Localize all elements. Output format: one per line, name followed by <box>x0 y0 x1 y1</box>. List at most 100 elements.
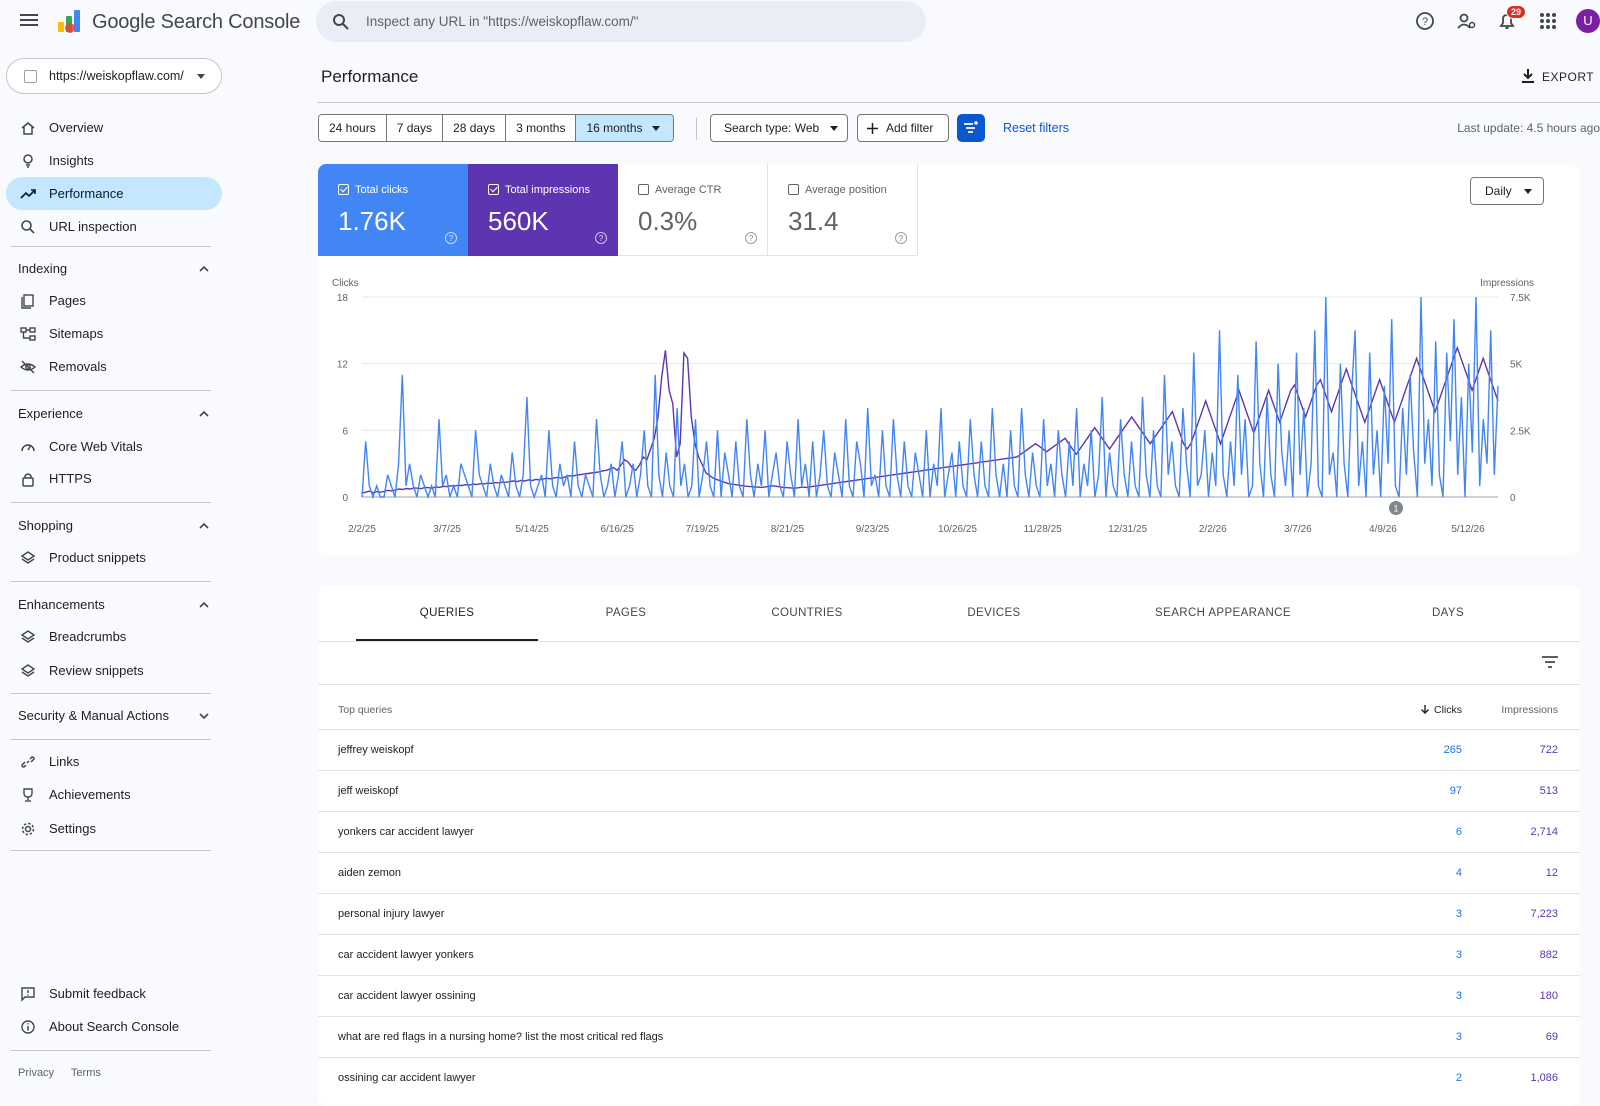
impressions-cell: 1,086 <box>1530 1072 1558 1084</box>
clicks-cell: 3 <box>1455 949 1462 961</box>
section-security-toggle[interactable]: Security & Manual Actions <box>18 707 210 729</box>
section-enhancements-toggle[interactable]: Enhancements <box>18 596 210 618</box>
sidebar-item-core-web-vitals[interactable]: Core Web Vitals <box>6 430 222 463</box>
granularity-select[interactable]: Daily <box>1470 177 1544 205</box>
sidebar-item-https[interactable]: HTTPS <box>6 462 222 495</box>
sidebar-item-about[interactable]: About Search Console <box>6 1010 222 1043</box>
property-url: https://weiskopflaw.com/ <box>49 69 184 83</box>
query-cell: personal injury lawyer <box>338 908 445 920</box>
sidebar-item-submit-feedback[interactable]: Submit feedback <box>6 977 222 1010</box>
performance-line-chart[interactable]: Clicks Impressions 0 0 6 2.5K 12 5K 18 7.5K 2/2/25… <box>318 264 1580 556</box>
range-7-days[interactable]: 7 days <box>386 115 444 141</box>
caret-down-icon <box>197 74 205 79</box>
section-label: Enhancements <box>18 597 105 612</box>
section-experience-toggle[interactable]: Experience <box>18 405 210 427</box>
sidebar-item-settings[interactable]: Settings <box>6 812 222 845</box>
checkbox-checked[interactable] <box>338 184 349 195</box>
sidebar-item-pages[interactable]: Pages <box>6 284 222 317</box>
search-input[interactable] <box>366 1 906 42</box>
url-inspection-search[interactable] <box>316 1 926 42</box>
apps-grid-icon[interactable] <box>1537 10 1559 32</box>
section-shopping-toggle[interactable]: Shopping <box>18 517 210 539</box>
table-row[interactable]: yonkers car accident lawyer 6 2,714 <box>318 811 1580 852</box>
tab-devices[interactable]: DEVICES <box>967 607 1021 619</box>
column-header-impressions[interactable]: Impressions <box>1501 704 1558 716</box>
sidebar-divider <box>11 502 211 503</box>
sidebar-item-label: Removals <box>49 359 107 374</box>
sidebar-item-url-inspection[interactable]: URL inspection <box>6 210 222 243</box>
metric-average-position[interactable]: Average position 31.4 ? <box>768 164 918 256</box>
range-24-hours[interactable]: 24 hours <box>319 115 387 141</box>
table-row[interactable]: car accident lawyer ossining 3 180 <box>318 975 1580 1016</box>
checkbox-checked[interactable] <box>488 184 499 195</box>
add-filter-button[interactable]: Add filter <box>857 114 949 142</box>
tab-countries[interactable]: COUNTRIES <box>771 607 843 619</box>
table-row[interactable]: jeffrey weiskopf 265 722 <box>318 729 1580 770</box>
tab-queries[interactable]: QUERIES <box>356 586 538 641</box>
table-row[interactable]: what are red flags in a nursing home? li… <box>318 1016 1580 1057</box>
notifications-button[interactable]: 29 <box>1496 5 1527 32</box>
chevron-down-icon <box>199 713 209 720</box>
metric-total-clicks[interactable]: Total clicks 1.76K ? <box>318 164 468 256</box>
sidebar-divider <box>11 693 211 694</box>
pages-icon <box>21 294 34 309</box>
table-row[interactable]: jeff weiskopf 97 513 <box>318 770 1580 811</box>
sidebar-item-overview[interactable]: Overview <box>6 111 222 144</box>
column-header-clicks[interactable]: Clicks <box>1382 704 1462 716</box>
checkbox-unchecked[interactable] <box>788 184 799 195</box>
sidebar-item-insights[interactable]: Insights <box>6 144 222 177</box>
sidebar-item-sitemaps[interactable]: Sitemaps <box>6 317 222 350</box>
terms-link[interactable]: Terms <box>70 1067 101 1079</box>
table-row[interactable]: ossining car accident lawyer 2 1,086 <box>318 1057 1580 1098</box>
metric-total-impressions[interactable]: Total impressions 560K ? <box>468 164 618 256</box>
table-row[interactable]: car accident lawyer yonkers 3 882 <box>318 934 1580 975</box>
tab-days[interactable]: DAYS <box>1431 607 1465 619</box>
manage-users-icon[interactable] <box>1455 10 1477 32</box>
section-indexing-toggle[interactable]: Indexing <box>18 260 210 282</box>
sidebar-item-links[interactable]: Links <box>6 745 222 778</box>
checkbox-unchecked[interactable] <box>638 184 649 195</box>
tab-search-appearance[interactable]: SEARCH APPEARANCE <box>1155 607 1291 619</box>
query-cell: jeff weiskopf <box>338 785 399 797</box>
metric-label: Total impressions <box>505 184 590 196</box>
search-type-filter[interactable]: Search type: Web <box>710 114 848 142</box>
sidebar-item-breadcrumbs[interactable]: Breadcrumbs <box>6 620 222 653</box>
help-icon[interactable]: ? <box>895 232 907 244</box>
performance-chart-card: Total clicks 1.76K ? Total impressions 5… <box>318 164 1580 556</box>
sidebar-divider <box>11 850 211 851</box>
property-selector[interactable]: https://weiskopflaw.com/ <box>6 58 222 94</box>
account-avatar[interactable]: U <box>1576 9 1600 33</box>
help-icon[interactable]: ? <box>595 232 607 244</box>
help-icon[interactable]: ? <box>745 232 757 244</box>
help-icon[interactable]: ? <box>1414 10 1436 32</box>
help-icon[interactable]: ? <box>445 232 457 244</box>
caret-down-icon <box>830 126 838 131</box>
export-button[interactable]: EXPORT <box>1516 64 1600 90</box>
sidebar-item-achievements[interactable]: Achievements <box>6 778 222 811</box>
y-tick-label-left: 12 <box>337 360 349 371</box>
gear-icon <box>21 822 35 836</box>
range-16-months[interactable]: 16 months <box>576 115 673 141</box>
home-icon <box>21 122 35 135</box>
sidebar-item-product-snippets[interactable]: Product snippets <box>6 541 222 574</box>
x-tick-label: 8/21/25 <box>771 524 805 535</box>
table-row[interactable]: aiden zemon 4 12 <box>318 852 1580 893</box>
table-row[interactable]: personal injury lawyer 3 7,223 <box>318 893 1580 934</box>
y-tick-label-right: 7.5K <box>1510 293 1531 304</box>
query-cell: ossining car accident lawyer <box>338 1072 476 1084</box>
range-28-days[interactable]: 28 days <box>443 115 507 141</box>
filter-list-icon[interactable] <box>1540 654 1560 670</box>
main-menu-button[interactable] <box>18 11 40 31</box>
metric-average-ctr[interactable]: Average CTR 0.3% ? <box>618 164 768 256</box>
sidebar-item-performance[interactable]: Performance <box>6 177 222 210</box>
sidebar-item-review-snippets[interactable]: Review snippets <box>6 654 222 687</box>
sidebar-item-label: Pages <box>49 293 86 308</box>
compare-filter-button[interactable] <box>957 114 985 142</box>
tab-pages[interactable]: PAGES <box>605 607 647 619</box>
sidebar-item-removals[interactable]: Removals <box>6 350 222 383</box>
reset-filters-link[interactable]: Reset filters <box>1003 121 1069 135</box>
feedback-icon <box>21 987 35 1002</box>
privacy-link[interactable]: Privacy <box>18 1067 55 1079</box>
range-3-months[interactable]: 3 months <box>506 115 577 141</box>
x-tick-label: 3/7/25 <box>433 524 461 535</box>
